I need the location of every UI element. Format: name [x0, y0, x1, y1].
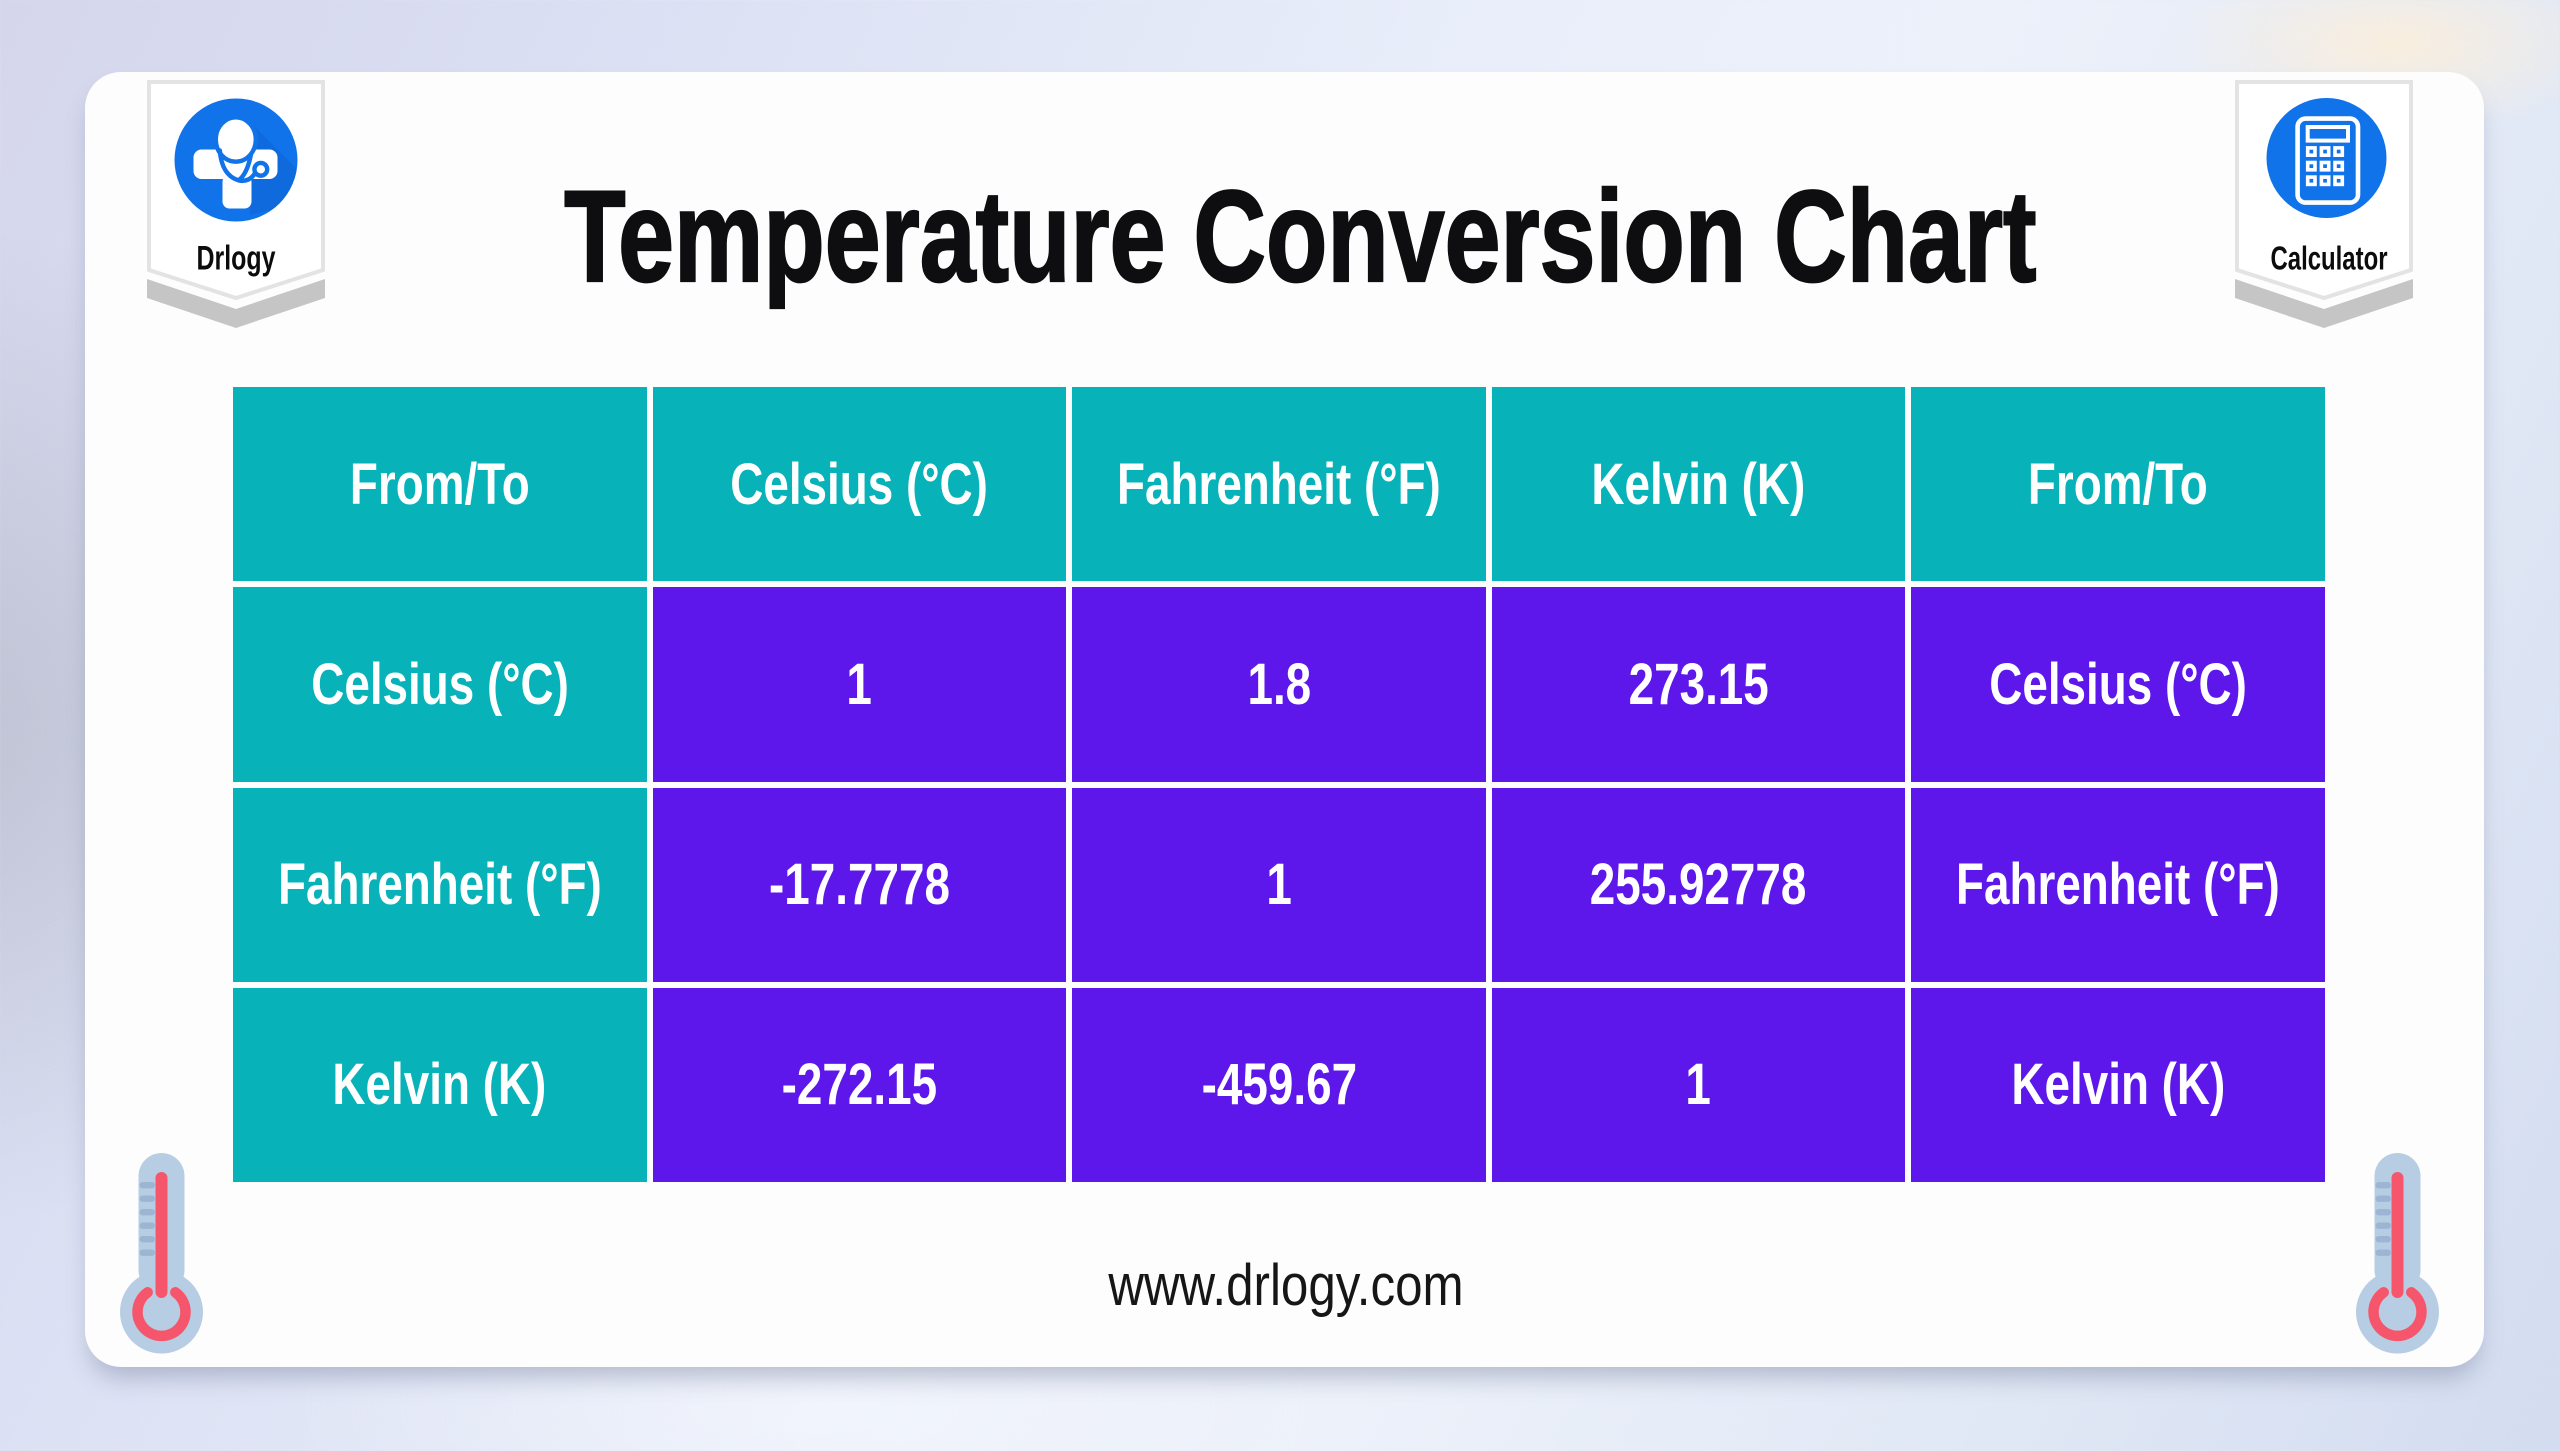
- svg-text:Calculator: Calculator: [2271, 240, 2388, 277]
- svg-text:Drlogy: Drlogy: [197, 240, 276, 278]
